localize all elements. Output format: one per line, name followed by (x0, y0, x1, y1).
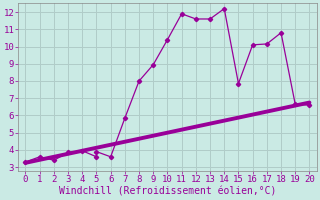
X-axis label: Windchill (Refroidissement éolien,°C): Windchill (Refroidissement éolien,°C) (59, 187, 276, 197)
